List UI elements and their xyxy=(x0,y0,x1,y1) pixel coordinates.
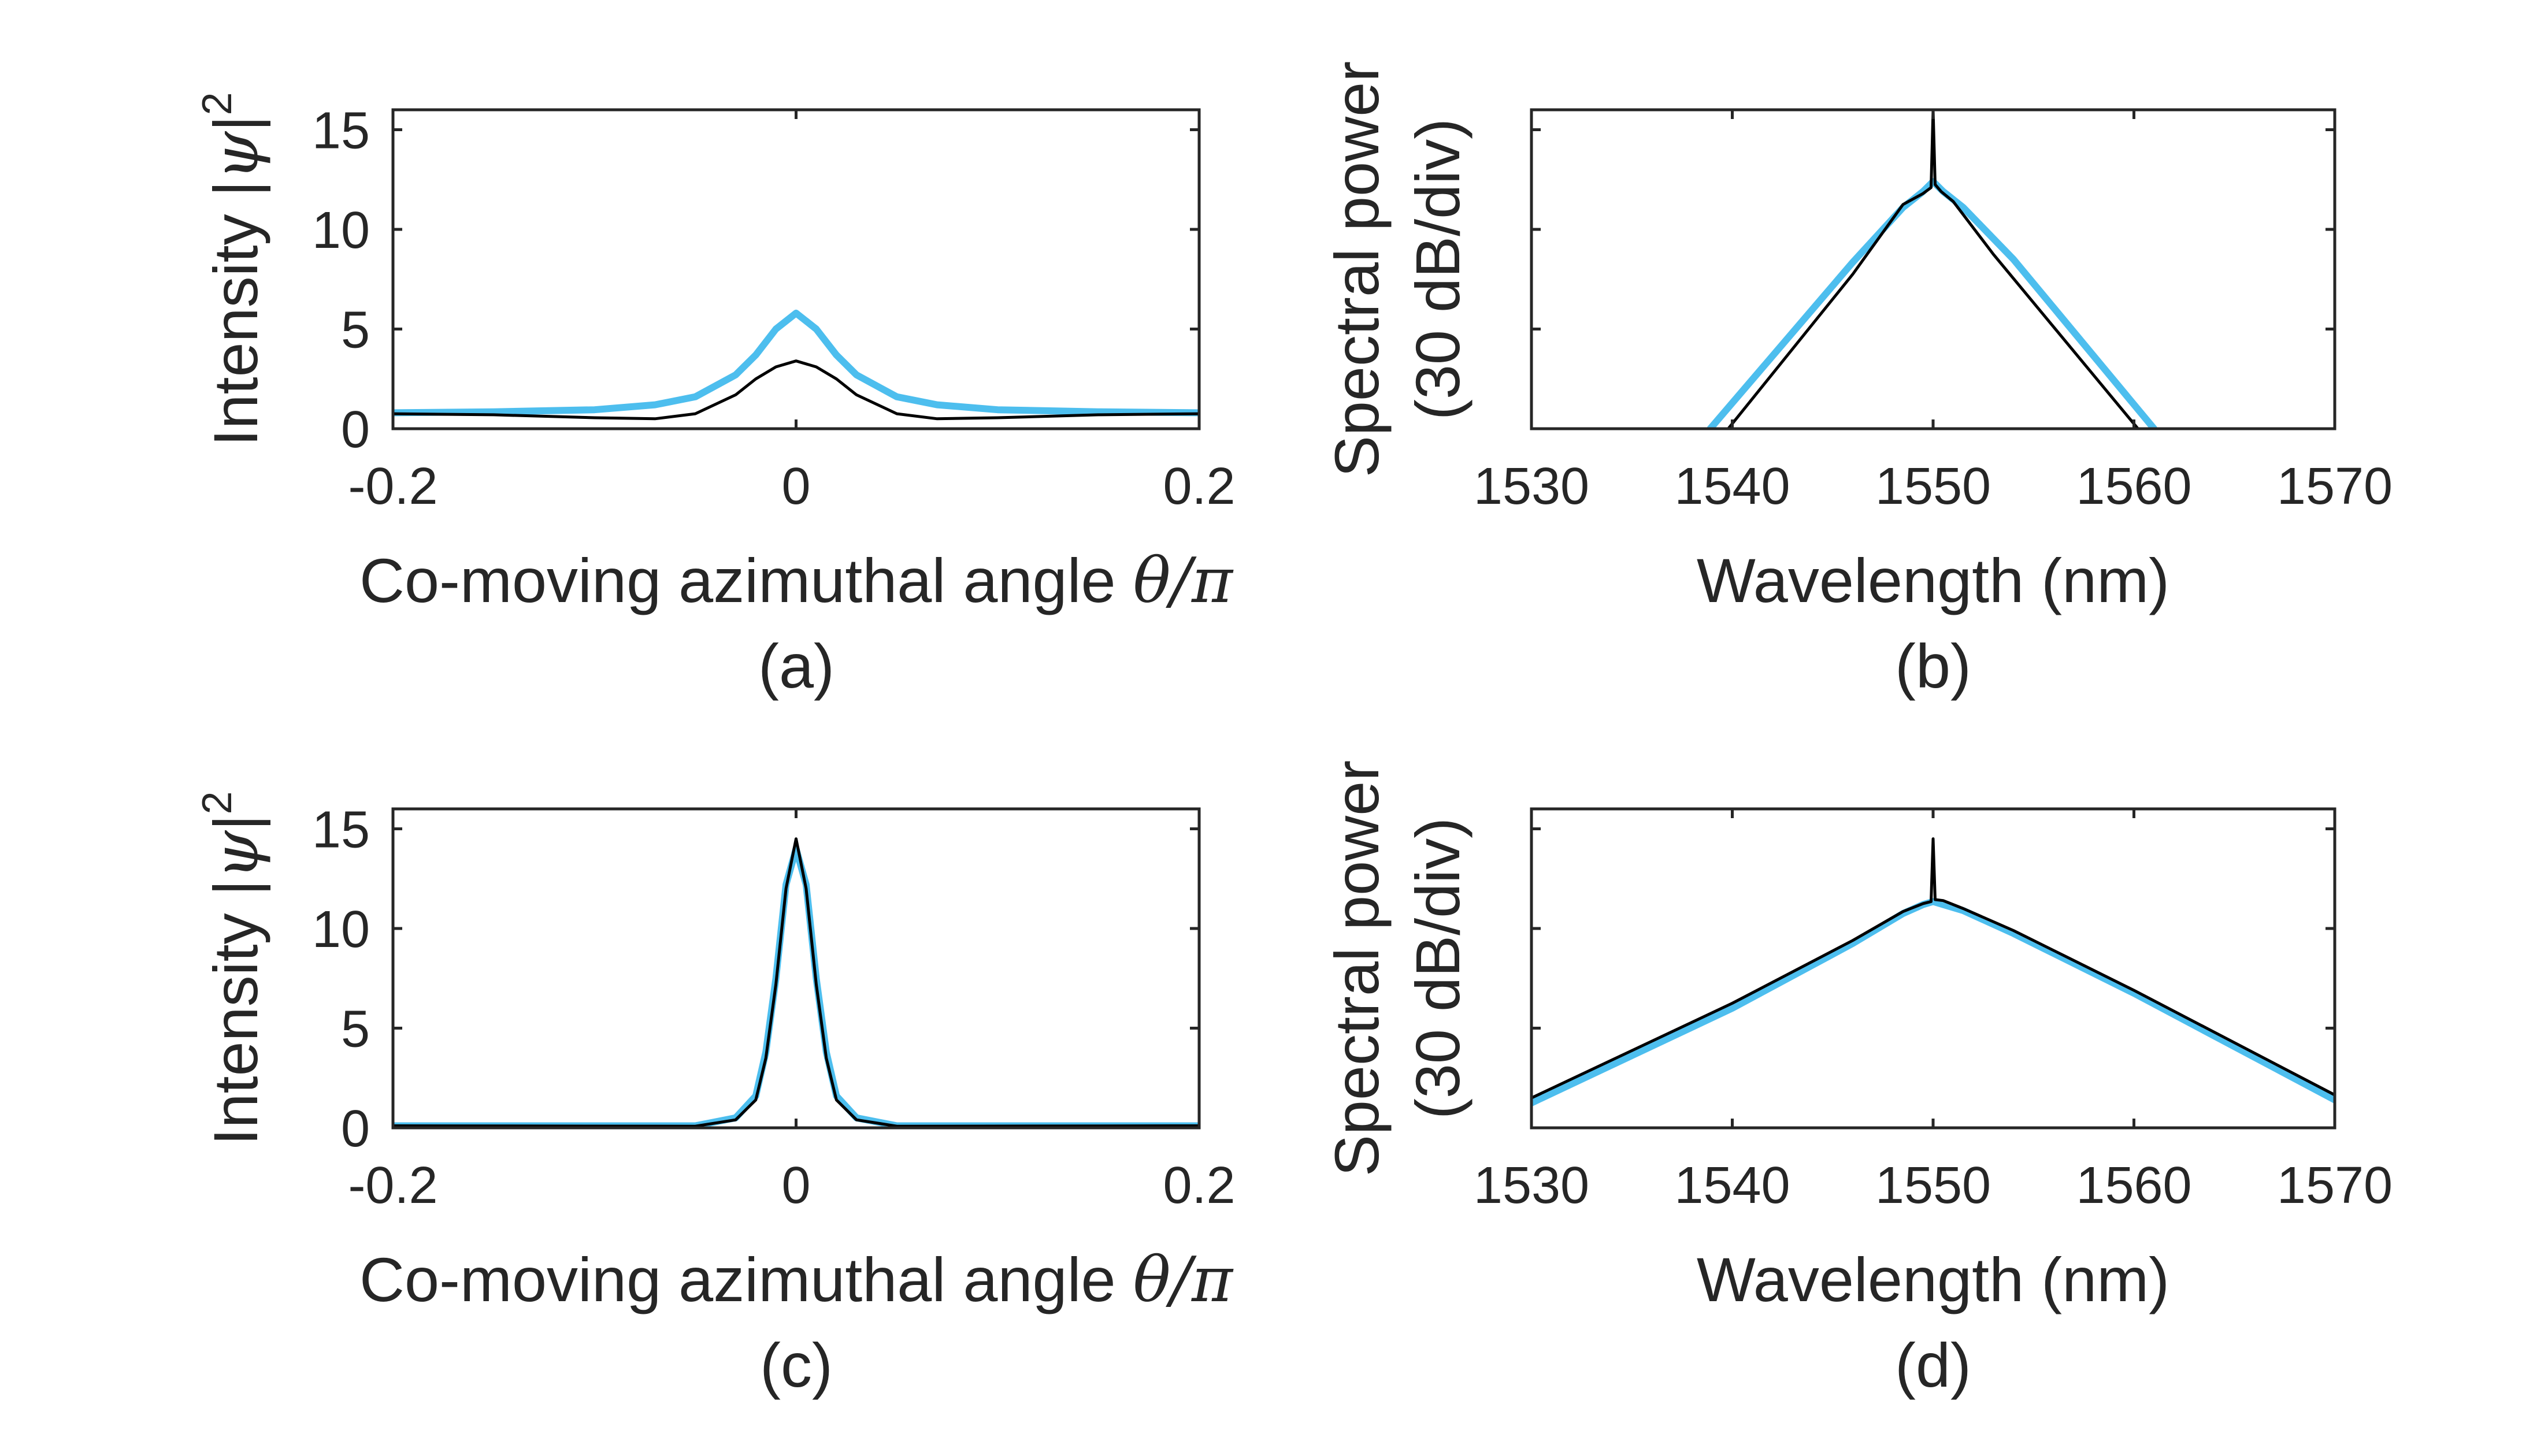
y-tick-label: 15 xyxy=(312,102,370,160)
series-line-black xyxy=(1531,837,2335,1100)
panel-label: (b) xyxy=(1895,631,1971,701)
x-tick-label: 1540 xyxy=(1674,1157,1790,1214)
x-tick-label: 1530 xyxy=(1474,1157,1589,1214)
x-tick-label: -0.2 xyxy=(348,458,437,515)
y-tick-label: 15 xyxy=(312,801,370,859)
series-line-blue xyxy=(1707,178,2158,429)
x-tick-label: 0 xyxy=(781,1157,810,1214)
y-tick-label: 10 xyxy=(312,901,370,959)
series-line-black xyxy=(1727,110,2139,429)
panel-label: (a) xyxy=(758,631,835,701)
y-label-text: Intensity | xyxy=(201,879,270,1145)
y-tick-label: 5 xyxy=(341,1001,370,1058)
y-label-superscript: 2 xyxy=(194,791,240,814)
y-tick-label: 0 xyxy=(341,1100,370,1158)
y-label-psi: ψ xyxy=(200,830,272,879)
panel-b: 1530 1540 1550 1560 1570 Wavelength (nm) Spect… xyxy=(1322,61,2393,701)
y-label-close: | xyxy=(201,116,270,132)
series-group xyxy=(393,309,1199,421)
series-line-black xyxy=(393,837,1199,1128)
x-axis-label: Co-moving azimuthal angle θ/π xyxy=(359,545,1234,617)
series-line-black xyxy=(393,359,1199,421)
x-tick-label: 1530 xyxy=(1474,458,1589,515)
x-label-math: θ/π xyxy=(1133,545,1234,617)
x-tick-label: 0 xyxy=(781,458,810,515)
y-label-psi: ψ xyxy=(200,131,272,180)
series-group xyxy=(1531,837,2335,1106)
series-line-blue xyxy=(1531,898,2335,1106)
y-axis-label: Intensity |ψ|2 xyxy=(194,791,272,1145)
axes-box xyxy=(391,108,1201,430)
series-line-blue xyxy=(393,845,1199,1128)
y-axis-label: Intensity |ψ|2 xyxy=(194,92,272,446)
y-tick-label: 5 xyxy=(341,302,370,359)
x-tick-label: 1550 xyxy=(1875,1157,1991,1214)
y-axis-unit-label: (30 dB/div) xyxy=(1403,118,1473,420)
x-tick-label: 1570 xyxy=(2277,458,2393,515)
x-label-text: Co-moving azimuthal angle xyxy=(359,1245,1133,1314)
series-group xyxy=(1707,110,2158,429)
panel-label: (c) xyxy=(760,1330,833,1400)
x-axis-label: Wavelength (nm) xyxy=(1697,1245,2169,1314)
x-tick-label: 1570 xyxy=(2277,1157,2393,1214)
series-line-blue xyxy=(393,309,1199,417)
series-group xyxy=(393,837,1199,1128)
y-tick-label: 0 xyxy=(341,401,370,459)
panel-label: (d) xyxy=(1895,1330,1971,1400)
y-axis-unit-label: (30 dB/div) xyxy=(1403,818,1473,1119)
x-tick-label: 1560 xyxy=(2076,1157,2191,1214)
y-axis-label: Spectral power xyxy=(1322,760,1392,1176)
x-label-text: Co-moving azimuthal angle xyxy=(359,545,1133,615)
y-tick-label: 10 xyxy=(312,202,370,259)
x-tick-label: 1540 xyxy=(1674,458,1790,515)
x-label-math: θ/π xyxy=(1133,1244,1234,1316)
y-axis-label: Spectral power xyxy=(1322,61,1392,477)
y-label-close: | xyxy=(201,815,270,831)
x-axis-label: Wavelength (nm) xyxy=(1697,545,2169,615)
y-label-text: Intensity | xyxy=(201,180,270,446)
x-axis-label: Co-moving azimuthal angle θ/π xyxy=(359,1244,1234,1316)
panel-d: 1530 1540 1550 1560 1570 Wavelength (nm) Spect… xyxy=(1322,760,2393,1400)
y-label-superscript: 2 xyxy=(194,92,240,115)
x-tick-label: 0.2 xyxy=(1163,458,1235,515)
x-tick-label: 0.2 xyxy=(1163,1157,1235,1214)
x-tick-label: 1560 xyxy=(2076,458,2191,515)
x-tick-label: -0.2 xyxy=(348,1157,437,1214)
x-tick-label: 1550 xyxy=(1875,458,1991,515)
